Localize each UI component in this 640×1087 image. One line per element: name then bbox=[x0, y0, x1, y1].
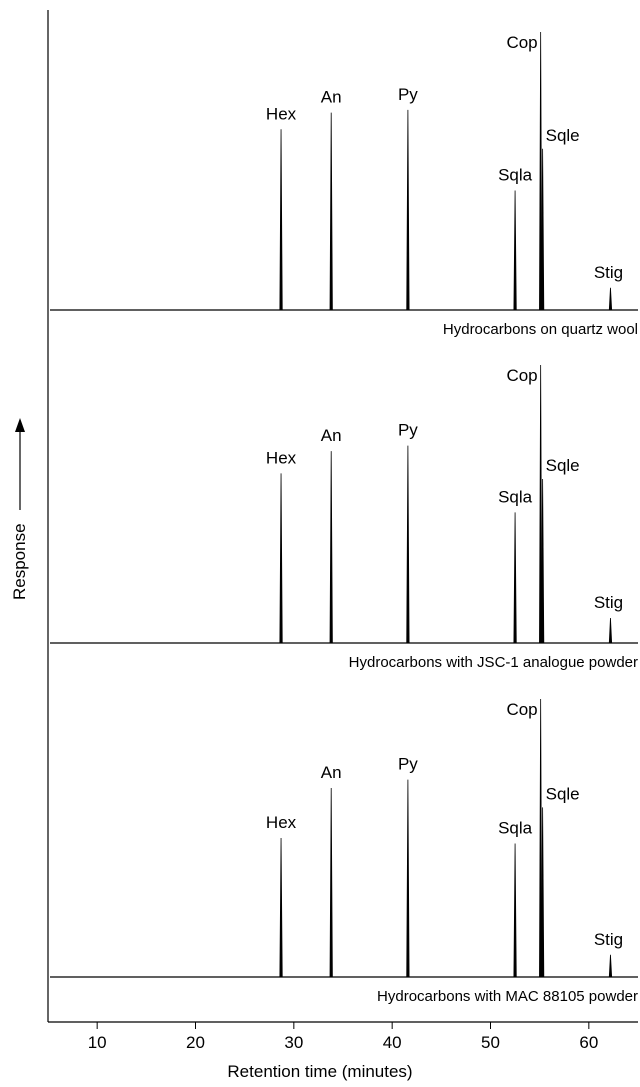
peak bbox=[608, 287, 613, 311]
peak-label: Hex bbox=[266, 448, 297, 467]
trace-caption: Hydrocarbons on quartz wool bbox=[443, 321, 638, 338]
trace-caption: Hydrocarbons with MAC 88105 powder bbox=[377, 988, 638, 1005]
peak-label: Hex bbox=[266, 813, 297, 832]
peak-label: Sqla bbox=[498, 165, 533, 184]
peak-label: An bbox=[321, 763, 342, 782]
peak-label: Hex bbox=[266, 104, 297, 123]
peak bbox=[279, 129, 283, 311]
peak bbox=[406, 109, 410, 311]
peak-label: An bbox=[321, 88, 342, 107]
peak bbox=[541, 807, 545, 978]
peak-label: Cop bbox=[506, 33, 537, 52]
peak-label: Sqle bbox=[546, 456, 580, 475]
peak bbox=[513, 512, 517, 644]
peak bbox=[608, 617, 613, 644]
peak bbox=[608, 954, 613, 978]
peak bbox=[513, 843, 517, 978]
peak bbox=[541, 148, 545, 311]
x-axis-label: Retention time (minutes) bbox=[227, 1062, 412, 1081]
peak-label: Sqle bbox=[546, 784, 580, 803]
peak-label: Stig bbox=[594, 593, 623, 612]
y-arrowhead bbox=[15, 418, 25, 432]
peak bbox=[279, 837, 283, 978]
peak bbox=[513, 190, 517, 311]
x-tick-label: 30 bbox=[284, 1033, 303, 1052]
y-axis-label: Response bbox=[10, 523, 29, 600]
peak-label: Cop bbox=[506, 700, 537, 719]
peak-label: Sqla bbox=[498, 819, 533, 838]
x-tick-label: 50 bbox=[481, 1033, 500, 1052]
peak bbox=[279, 473, 283, 644]
peak bbox=[406, 779, 410, 978]
peak-label: Sqle bbox=[546, 126, 580, 145]
peak bbox=[541, 478, 545, 644]
x-tick-label: 40 bbox=[383, 1033, 402, 1052]
x-tick-label: 20 bbox=[186, 1033, 205, 1052]
peak bbox=[406, 445, 410, 644]
peak-label: Stig bbox=[594, 263, 623, 282]
peak-label: Py bbox=[398, 85, 418, 104]
peak bbox=[329, 112, 333, 311]
peak bbox=[539, 698, 543, 978]
peak-label: Sqla bbox=[498, 487, 533, 506]
peak-label: Cop bbox=[506, 366, 537, 385]
peak bbox=[539, 364, 543, 644]
peak bbox=[539, 31, 543, 311]
peak bbox=[329, 451, 333, 644]
x-tick-label: 60 bbox=[579, 1033, 598, 1052]
peak-label: Py bbox=[398, 421, 418, 440]
peak-label: Stig bbox=[594, 930, 623, 949]
trace-caption: Hydrocarbons with JSC-1 analogue powder bbox=[349, 654, 638, 671]
x-tick-label: 10 bbox=[88, 1033, 107, 1052]
peak bbox=[329, 787, 333, 978]
peak-label: Py bbox=[398, 755, 418, 774]
peak-label: An bbox=[321, 426, 342, 445]
